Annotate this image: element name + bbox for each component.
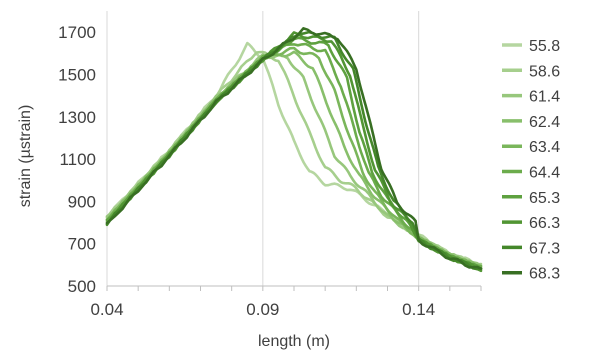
legend-label: 65.3	[529, 190, 560, 207]
legend-label: 66.3	[529, 215, 560, 232]
legend-label: 62.4	[529, 114, 560, 131]
legend-label: 67.3	[529, 240, 560, 257]
series-lines	[105, 27, 483, 273]
series-line	[105, 46, 483, 269]
y-tick-label: 700	[68, 235, 96, 254]
series-line	[105, 27, 483, 270]
legend: 55.8 58.6 61.4 62.4 63.4 64.4 65.3 66.3 67.3 68.3	[502, 38, 560, 283]
y-tick-label: 500	[68, 277, 96, 296]
axes	[106, 285, 482, 291]
y-tick-label: 1500	[58, 65, 96, 84]
y-axis-title: strain (µstrain)	[17, 105, 34, 208]
legend-label: 55.8	[529, 38, 560, 55]
y-tick-label: 1300	[58, 108, 96, 127]
x-tick-labels: 0.04 0.09 0.14	[90, 300, 435, 319]
y-tick-label: 900	[68, 192, 96, 211]
x-axis-title: length (m)	[258, 333, 330, 350]
series-line	[105, 36, 483, 271]
legend-label: 58.6	[529, 63, 560, 80]
x-tick-label: 0.09	[246, 300, 279, 319]
legend-label: 68.3	[529, 266, 560, 283]
x-tick-label: 0.14	[402, 300, 435, 319]
legend-label: 64.4	[529, 165, 560, 182]
x-tick-label: 0.04	[90, 300, 123, 319]
legend-label: 63.4	[529, 139, 560, 156]
y-tick-label: 1100	[59, 150, 96, 169]
y-tick-label: 1700	[58, 23, 96, 42]
legend-label: 61.4	[529, 89, 560, 106]
series-line	[105, 41, 483, 268]
y-tick-labels: 500 700 900 1100 1300 1500 1700	[58, 23, 96, 296]
